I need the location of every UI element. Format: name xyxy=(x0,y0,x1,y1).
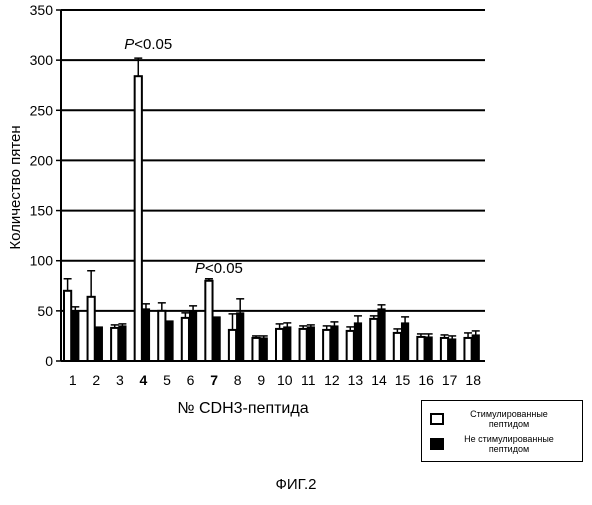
bar-unstimulated-18 xyxy=(472,335,479,361)
bar-unstimulated-8 xyxy=(237,313,244,361)
bar-unstimulated-1 xyxy=(72,311,79,361)
bar-stimulated-16 xyxy=(417,337,424,361)
bar-stimulated-9 xyxy=(252,338,259,361)
x-tick-label-2: 2 xyxy=(92,372,100,388)
x-tick-label-4: 4 xyxy=(140,372,148,388)
bar-stimulated-13 xyxy=(347,331,354,361)
x-tick-label-1: 1 xyxy=(69,372,77,388)
bar-stimulated-11 xyxy=(300,329,307,361)
y-tick-label: 250 xyxy=(30,102,54,118)
y-tick-label: 350 xyxy=(30,2,54,18)
bar-stimulated-3 xyxy=(111,328,118,361)
x-tick-label-14: 14 xyxy=(371,372,387,388)
legend-item-stimulated: Стимулированные пептидом xyxy=(430,409,564,429)
bar-stimulated-8 xyxy=(229,330,236,361)
x-tick-label-8: 8 xyxy=(234,372,242,388)
x-tick-label-3: 3 xyxy=(116,372,124,388)
bar-stimulated-1 xyxy=(64,291,71,361)
bar-unstimulated-4 xyxy=(142,309,149,361)
y-tick-label: 0 xyxy=(45,353,53,369)
legend: Стимулированные пептидом Не стимулирован… xyxy=(421,400,583,462)
bar-unstimulated-12 xyxy=(331,326,338,361)
bar-unstimulated-15 xyxy=(401,323,408,361)
bar-unstimulated-6 xyxy=(189,311,196,361)
bar-unstimulated-13 xyxy=(354,323,361,361)
y-tick-label: 50 xyxy=(37,303,53,319)
x-tick-label-13: 13 xyxy=(348,372,364,388)
bar-stimulated-10 xyxy=(276,329,283,361)
y-tick-label: 100 xyxy=(30,253,54,269)
x-tick-label-10: 10 xyxy=(277,372,293,388)
bar-stimulated-2 xyxy=(88,297,95,361)
legend-swatch-stimulated xyxy=(430,413,444,425)
bar-unstimulated-14 xyxy=(378,309,385,361)
bar-stimulated-12 xyxy=(323,330,330,361)
bar-unstimulated-2 xyxy=(95,327,102,361)
y-tick-label: 200 xyxy=(30,152,54,168)
x-tick-label-7: 7 xyxy=(210,372,218,388)
bar-unstimulated-17 xyxy=(449,339,456,361)
x-tick-label-12: 12 xyxy=(324,372,340,388)
x-axis-title: № CDH3-пептида xyxy=(177,400,308,417)
x-tick-label-16: 16 xyxy=(418,372,434,388)
x-tick-label-11: 11 xyxy=(301,372,316,388)
bar-unstimulated-9 xyxy=(260,338,267,361)
bar-stimulated-5 xyxy=(158,311,165,361)
bar-unstimulated-10 xyxy=(284,327,291,361)
significance-label-7: P<0.05 xyxy=(195,260,243,277)
bar-unstimulated-7 xyxy=(213,317,220,361)
bar-stimulated-15 xyxy=(394,333,401,361)
bar-unstimulated-5 xyxy=(166,321,173,361)
x-tick-label-15: 15 xyxy=(395,372,411,388)
bar-stimulated-6 xyxy=(182,318,189,361)
bar-unstimulated-11 xyxy=(307,327,314,361)
y-tick-label: 150 xyxy=(30,203,54,219)
y-tick-label: 300 xyxy=(30,52,54,68)
legend-label-unstimulated: Не стимулированные пептидом xyxy=(454,434,564,454)
bar-unstimulated-16 xyxy=(425,337,432,361)
legend-swatch-unstimulated xyxy=(430,438,444,450)
legend-item-unstimulated: Не стимулированные пептидом xyxy=(430,434,564,454)
bar-stimulated-7 xyxy=(205,281,212,361)
x-tick-label-18: 18 xyxy=(465,372,481,388)
figure-caption: ФИГ.2 xyxy=(0,476,592,493)
bar-unstimulated-3 xyxy=(119,326,126,361)
x-tick-label-6: 6 xyxy=(187,372,195,388)
significance-label-4: P<0.05 xyxy=(124,36,172,53)
bar-stimulated-14 xyxy=(370,319,377,361)
x-tick-label-9: 9 xyxy=(257,372,265,388)
y-axis-title: Количество пятен xyxy=(7,125,24,249)
x-tick-label-5: 5 xyxy=(163,372,171,388)
bar-stimulated-17 xyxy=(441,338,448,361)
x-tick-label-17: 17 xyxy=(442,372,458,388)
bar-stimulated-4 xyxy=(135,76,142,361)
bar-stimulated-18 xyxy=(464,338,471,361)
legend-label-stimulated: Стимулированные пептидом xyxy=(454,409,564,429)
